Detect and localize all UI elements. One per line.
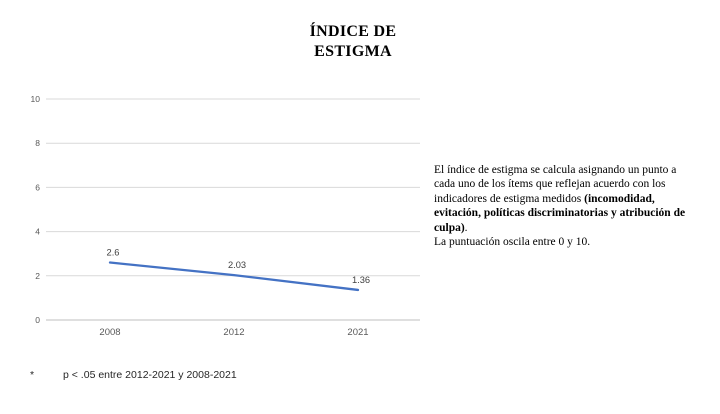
data-label: 1.36 xyxy=(352,275,370,285)
trend-line xyxy=(108,261,360,292)
data-label: 2.6 xyxy=(107,248,120,258)
y-axis-tick-label: 10 xyxy=(31,94,41,104)
description-part1: El índice de estigma se calcula asignand… xyxy=(434,164,677,205)
data-label: 2.03 xyxy=(228,260,246,270)
y-axis-tick-label: 8 xyxy=(35,138,40,148)
y-axis-tick-label: 6 xyxy=(35,182,40,192)
slide-title-line2: ESTIGMA xyxy=(314,43,392,60)
footnote-text: p < .05 entre 2012-2021 y 2008-2021 xyxy=(63,369,237,381)
y-axis-tick-label: 2 xyxy=(35,271,40,281)
x-axis-label: 2021 xyxy=(347,327,368,338)
stigma-line-chart: 0 2 4 6 8 10 2008 2012 2021 2.6 2.03 1.36 xyxy=(31,94,420,338)
description-part2: . xyxy=(464,221,468,234)
description-bold-segment: (incomodidad, evitación, políticas discr… xyxy=(434,192,686,234)
x-axis-label: 2008 xyxy=(99,327,120,338)
slide-title: ÍNDICE DE ESTIGMA xyxy=(243,22,463,62)
slide-title-line1: ÍNDICE DE xyxy=(309,23,397,40)
footnote-marker: * xyxy=(30,369,35,381)
description-line2: La puntuación oscila entre 0 y 10. xyxy=(434,236,591,249)
footnote: * p < .05 entre 2012-2021 y 2008-2021 xyxy=(30,368,237,382)
description-text: El índice de estigma se calcula asignand… xyxy=(434,163,686,249)
y-axis-tick-label: 4 xyxy=(35,227,40,237)
y-axis-tick-label: 0 xyxy=(35,315,40,325)
x-axis-label: 2012 xyxy=(223,327,244,338)
